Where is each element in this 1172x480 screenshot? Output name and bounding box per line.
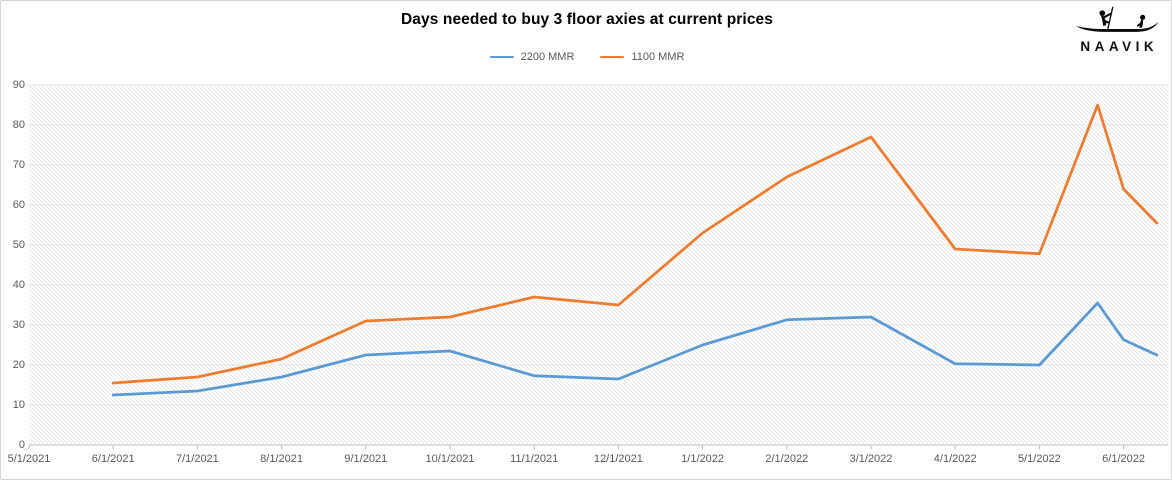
y-axis-label: 60: [12, 199, 25, 211]
y-axis-label: 90: [12, 79, 25, 91]
logo-wordmark: NAAVIK: [1080, 39, 1159, 54]
y-axis-label: 10: [12, 399, 25, 411]
series-line-2200-mmr[interactable]: [111, 301, 1159, 397]
x-axis-label: 6/1/2022: [1102, 453, 1146, 465]
plot-hatch-background: [29, 85, 1168, 445]
boat-icon: [1075, 6, 1159, 32]
x-axis-label: 10/1/2021: [425, 453, 475, 465]
gridlines: [29, 84, 1168, 446]
y-axis-label: 30: [12, 319, 25, 331]
legend-label: 1100 MMR: [631, 51, 685, 63]
x-axis-label: 4/1/2022: [933, 453, 977, 465]
series-lines: [111, 103, 1159, 397]
legend-line-swatch: [600, 55, 625, 59]
x-axis-label: 7/1/2021: [175, 453, 219, 465]
x-axis-label: 12/1/2021: [593, 453, 643, 465]
y-axis-label: 50: [12, 239, 25, 251]
x-axis-label: 5/1/2021: [7, 453, 51, 465]
chart-legend: 2200 MMR 1100 MMR: [1, 51, 1171, 63]
x-axis-label: 2/1/2022: [765, 453, 809, 465]
x-axis-label: 6/1/2021: [91, 453, 135, 465]
legend-line-swatch: [489, 55, 514, 59]
x-axis-label: 11/1/2021: [510, 453, 559, 465]
series-line-1100-mmr[interactable]: [111, 103, 1159, 385]
x-axis-label: 5/1/2022: [1017, 453, 1061, 465]
y-axis-label: 40: [12, 279, 25, 291]
x-axis-label: 3/1/2022: [849, 453, 893, 465]
legend-item-1100-mmr[interactable]: 1100 MMR: [600, 51, 684, 63]
legend-item-2200-mmr[interactable]: 2200 MMR: [489, 51, 575, 63]
y-axis-label: 70: [12, 159, 25, 171]
y-axis-label: 80: [12, 119, 25, 131]
y-axis-label: 0: [18, 439, 25, 451]
x-axis-ticks: [28, 445, 1125, 450]
x-axis-label: 8/1/2021: [260, 453, 304, 465]
x-axis-label: 1/1/2022: [681, 453, 725, 465]
y-axis-label: 20: [12, 359, 25, 371]
x-axis-label: 9/1/2021: [344, 453, 388, 465]
chart-title: Days needed to buy 3 floor axies at curr…: [401, 11, 773, 28]
legend-label: 2200 MMR: [520, 51, 575, 63]
naavik-logo: NAAVIK: [1071, 6, 1163, 54]
